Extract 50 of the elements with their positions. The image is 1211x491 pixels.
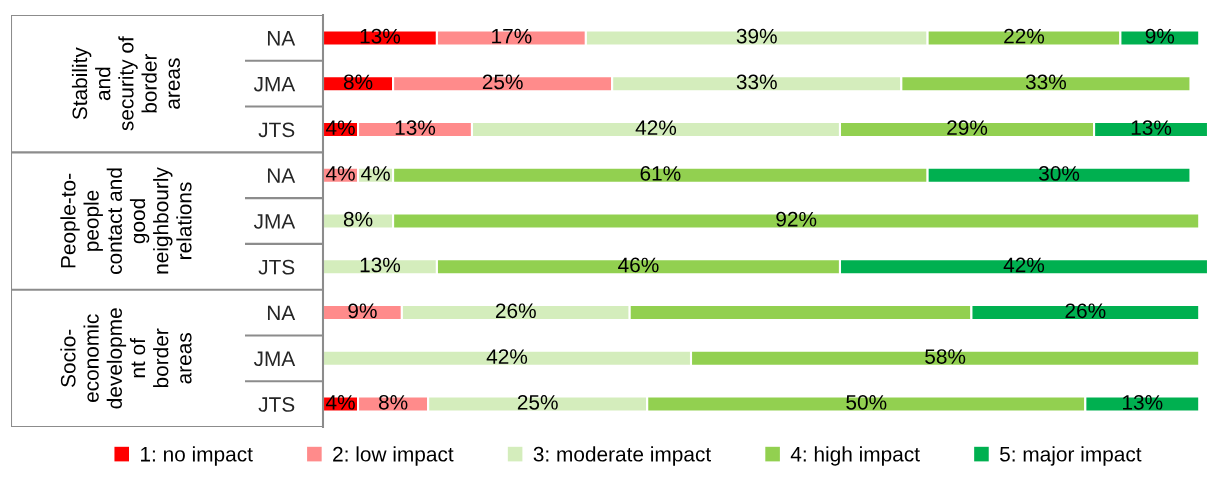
- data-label: 9%: [348, 303, 377, 319]
- data-label: 42%: [1003, 257, 1045, 273]
- data-label: 25%: [517, 394, 558, 410]
- data-label: 22%: [1004, 28, 1045, 44]
- y-tick-label: JTS: [258, 397, 295, 412]
- text: Socio- economic developme nt of border areas: [60, 308, 192, 409]
- data-label: 29%: [947, 120, 988, 136]
- legend-label: 2: low impact: [333, 446, 454, 466]
- text: People-to- people contact and good neighbourly relations: [60, 167, 192, 274]
- y-tick-label: JTS: [258, 122, 295, 138]
- data-label: 61%: [640, 166, 681, 181]
- text: Stability and security of border areas: [71, 36, 180, 131]
- data-label: 25%: [482, 74, 523, 90]
- data-label: 4%: [361, 166, 390, 181]
- data-label: 58%: [925, 349, 966, 364]
- data-label: 42%: [486, 349, 528, 364]
- data-label: 13%: [395, 120, 436, 136]
- data-label: 39%: [736, 28, 777, 44]
- data-label: 33%: [1025, 74, 1066, 90]
- legend-label: 4: high impact: [790, 446, 920, 466]
- data-label: 50%: [846, 394, 887, 410]
- data-label: 4%: [325, 120, 355, 135]
- y-tick-label: JMA: [253, 214, 296, 229]
- legend-label: 1: no impact: [141, 446, 253, 466]
- data-label: 4%: [325, 395, 355, 410]
- data-label: 13%: [1131, 120, 1172, 136]
- data-label: 8%: [343, 211, 373, 227]
- y-tick-label: JMA: [253, 76, 296, 92]
- data-label: 13%: [360, 257, 401, 273]
- data-label: 30%: [1038, 166, 1080, 181]
- data-label: 17%: [492, 28, 532, 44]
- data-label: 13%: [1123, 394, 1163, 410]
- data-label: 46%: [618, 257, 659, 273]
- data-label: 26%: [495, 303, 536, 319]
- data-label: 13%: [360, 28, 401, 44]
- data-label: 26%: [1065, 303, 1106, 319]
- data-label: 9%: [1145, 28, 1175, 44]
- y-tick-label: JTS: [258, 259, 295, 275]
- legend-label: 3: moderate impact: [533, 446, 711, 466]
- y-tick-label: JMA: [253, 351, 296, 367]
- data-label: 4%: [325, 166, 355, 181]
- legend-label: 5: major impact: [999, 446, 1142, 466]
- data-label: 92%: [776, 211, 817, 227]
- y-tick-label: NA: [267, 305, 296, 321]
- y-tick-label: NA: [267, 168, 296, 183]
- data-label: 42%: [635, 120, 677, 135]
- data-label: 33%: [736, 74, 777, 90]
- y-tick-label: NA: [267, 31, 296, 46]
- data-label: 8%: [378, 394, 408, 410]
- data-label: 8%: [343, 74, 373, 90]
